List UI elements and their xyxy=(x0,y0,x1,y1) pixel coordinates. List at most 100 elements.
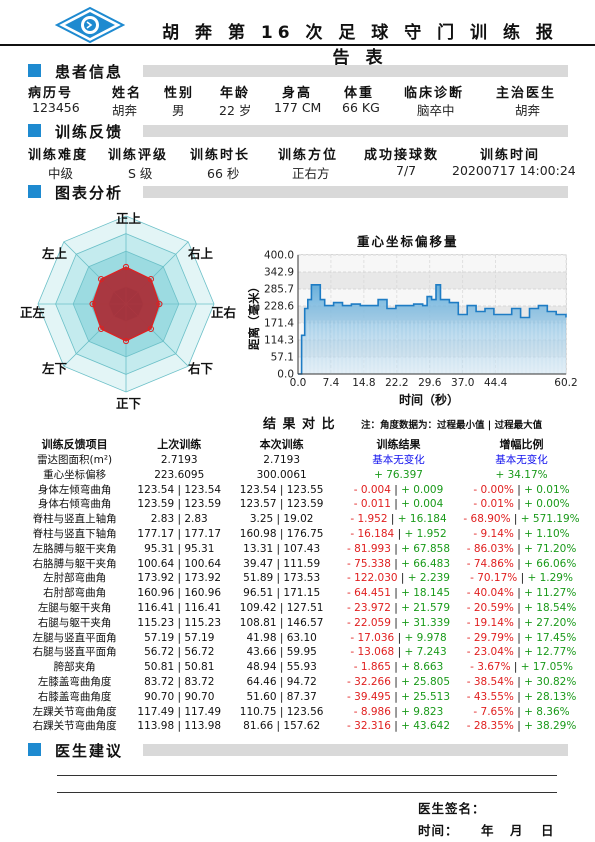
radar-point xyxy=(122,337,130,345)
compare-cell: 右踝关节弯曲角度 xyxy=(32,720,117,733)
compare-cell: - 20.59% | + 18.54% xyxy=(463,601,580,616)
separator: | xyxy=(390,513,395,526)
compare-row: 左腿与竖直平面角 57.19 | 57.19 41.98 | 63.10 - 17.0… xyxy=(20,631,580,646)
increase-value: + 2.239 xyxy=(404,572,450,585)
compare-header: 训练结果 xyxy=(376,438,421,451)
decrease-value: - 29.79% xyxy=(466,631,518,644)
y-tick-label: 285.7 xyxy=(264,284,294,296)
header-doctor: 主治医生 xyxy=(496,86,557,101)
compare-cell: 雷达图面积(m²) xyxy=(37,454,113,466)
compare-cell: - 74.86% | + 66.06% xyxy=(463,557,580,572)
y-tick-label: 228.6 xyxy=(264,301,294,313)
chart-title: 重心坐标偏移量 xyxy=(357,234,459,249)
decrease-value: - 1.952 xyxy=(350,513,391,526)
increase-value: + 9.823 xyxy=(397,705,444,718)
decrease-value: - 75.338 xyxy=(347,557,395,570)
section-marker xyxy=(28,124,41,137)
increase-value: + 66.483 xyxy=(397,557,450,570)
compare-row: 身体左倾弯曲角 123.54 | 123.54 123.54 | 123.55 - 0… xyxy=(20,483,580,498)
value-gender: 男 xyxy=(172,103,185,118)
increase-value: + 571.19% xyxy=(517,513,580,526)
compare-cell: 123.54 | 123.54 xyxy=(137,483,222,496)
decrease-value: - 8.986 xyxy=(353,705,395,718)
separator: | xyxy=(513,661,518,674)
increase-value: + 66.06% xyxy=(520,557,577,570)
y-tick-label: 171.4 xyxy=(264,318,294,330)
y-tick-label: 400.0 xyxy=(264,250,294,262)
compare-cell: 43.66 | 59.95 xyxy=(246,646,317,659)
compare-row: 重心坐标偏移 223.6095 300.0061 + 76.397 + 34.17% xyxy=(20,468,580,483)
decrease-value: - 20.59% xyxy=(466,601,518,614)
compare-cell: 64.46 | 94.72 xyxy=(246,675,317,688)
compare-title: 结 果 对 比 xyxy=(263,417,336,432)
x-tick-label: 14.8 xyxy=(352,377,375,389)
title-divider xyxy=(0,44,595,46)
compare-cell: - 17.036 | + 9.978 xyxy=(334,631,463,646)
compare-cell: - 32.266 | + 25.805 xyxy=(334,675,463,690)
separator: | xyxy=(517,705,521,718)
decrease-value: - 13.068 xyxy=(350,646,398,659)
compare-cell: - 68.90% | + 571.19% xyxy=(463,512,580,527)
section-bar xyxy=(143,744,568,756)
increase-value: + 18.54% xyxy=(520,601,577,614)
decrease-value: - 1.865 xyxy=(353,661,395,674)
x-tick-label: 60.2 xyxy=(554,377,577,389)
compare-cell: 123.59 | 123.59 xyxy=(137,498,222,511)
compare-cell: 基本无变化 xyxy=(372,454,425,466)
y-tick-label: 0.0 xyxy=(277,369,294,381)
decrease-value: - 0.01% xyxy=(473,498,518,511)
decrease-value: - 81.993 xyxy=(347,542,395,555)
y-tick-label: 342.9 xyxy=(264,267,294,279)
date-year: 年 xyxy=(481,823,495,838)
compare-cell: 83.72 | 83.72 xyxy=(144,675,215,688)
compare-cell: 117.49 | 117.49 xyxy=(137,705,222,718)
plot-band xyxy=(298,272,566,289)
header-gender: 性别 xyxy=(164,86,195,101)
compare-cell: - 29.79% | + 17.45% xyxy=(463,631,580,646)
header-weight: 体重 xyxy=(344,86,375,101)
increase-value: + 0.00% xyxy=(520,498,570,511)
section-marker xyxy=(28,64,41,77)
decrease-value: - 43.55% xyxy=(466,690,518,703)
compare-cell: 脊柱与竖直上轴角 xyxy=(32,513,117,526)
chart-ylabel: 距离（毫米） xyxy=(247,281,261,350)
compare-cell: 身体右倾弯曲角 xyxy=(37,498,112,511)
decrease-value: - 0.011 xyxy=(353,498,395,511)
compare-cell: 115.23 | 115.23 xyxy=(137,616,222,629)
compare-cell: - 64.451 | + 18.145 xyxy=(334,586,463,601)
decrease-value: - 28.35% xyxy=(466,720,518,733)
increase-value: + 21.579 xyxy=(397,601,450,614)
compare-cell: 右腿与竖直平面角 xyxy=(32,646,117,659)
separator: | xyxy=(517,498,521,511)
date-day: 日 xyxy=(541,823,555,838)
compare-row: 右胳膊与躯干夹角 100.64 | 100.64 39.47 | 111.59 - 7… xyxy=(20,557,580,572)
decrease-value: - 32.316 xyxy=(347,720,395,733)
compare-cell: 脊柱与竖直下轴角 xyxy=(32,527,117,540)
value-doctor: 胡奔 xyxy=(515,103,541,118)
compare-cell: - 32.316 | + 43.642 xyxy=(334,719,463,734)
compare-cell: - 1.865 | + 8.663 xyxy=(334,660,463,675)
increase-value: + 7.243 xyxy=(401,646,447,659)
decrease-value: - 39.495 xyxy=(347,690,395,703)
compare-cell: 2.7193 xyxy=(160,454,198,466)
increase-value: + 25.513 xyxy=(397,690,450,703)
separator: | xyxy=(397,646,402,659)
compare-cell: 右胳膊与躯干夹角 xyxy=(32,557,117,570)
compare-cell: 13.31 | 107.43 xyxy=(243,542,321,555)
header-difficulty: 训练难度 xyxy=(28,148,89,163)
value-age: 22 岁 xyxy=(219,103,252,118)
separator: | xyxy=(520,572,525,585)
value-weight: 66 KG xyxy=(342,100,380,115)
compare-cell: 左腿与竖直平面角 xyxy=(32,631,117,644)
compare-cell: - 86.03% | + 71.20% xyxy=(463,542,580,557)
radar-label-top-left: 左上 xyxy=(42,246,68,261)
increase-value: + 8.663 xyxy=(397,661,444,674)
compare-cell: 2.83 | 2.83 xyxy=(150,513,208,526)
separator: | xyxy=(394,661,398,674)
decrease-value: - 74.86% xyxy=(466,557,518,570)
compare-row: 雷达图面积(m²) 2.7193 2.7193 基本无变化 基本无变化 xyxy=(20,453,580,468)
radar-label-left: 正左 xyxy=(20,305,46,320)
compare-cell: - 7.65% | + 8.36% xyxy=(463,705,580,720)
compare-cell: 48.94 | 55.93 xyxy=(246,661,317,674)
decrease-value: - 19.14% xyxy=(466,616,518,629)
